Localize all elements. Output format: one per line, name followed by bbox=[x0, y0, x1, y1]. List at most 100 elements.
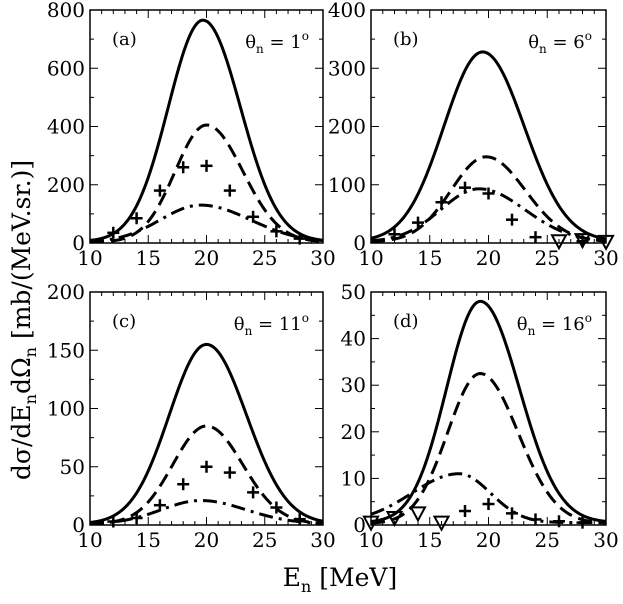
plus-marker bbox=[200, 159, 213, 172]
plus-marker bbox=[435, 196, 448, 209]
x-tick-label: 20 bbox=[194, 528, 219, 552]
plus-marker bbox=[459, 505, 471, 518]
series-solid bbox=[90, 342, 323, 524]
plus-marker bbox=[529, 513, 542, 526]
x-label-sub: n bbox=[301, 577, 311, 596]
panel-label: (b) bbox=[393, 29, 419, 50]
x-tick-label: 25 bbox=[252, 528, 277, 552]
y-tick-label: 200 bbox=[47, 173, 85, 197]
panel-c: 10 15 20 25 30 0 50 100 150 200 (c) θn = 11o bbox=[47, 280, 336, 552]
y-axis-label: dσ/dEndΩn [mb/(MeV.sr.)] bbox=[7, 160, 40, 480]
triangle-marker bbox=[597, 234, 615, 251]
x-label-main: E bbox=[283, 563, 301, 592]
triangle-marker bbox=[573, 233, 592, 250]
plus-marker bbox=[153, 184, 166, 197]
x-axis-label: En [MeV] bbox=[283, 563, 397, 596]
y-tick-label: 100 bbox=[47, 397, 85, 421]
angle-label: θn = 11o bbox=[234, 311, 309, 338]
plus-marker bbox=[247, 210, 260, 223]
series-dash-dot bbox=[371, 187, 606, 243]
plus-marker bbox=[247, 486, 260, 499]
panel-label: (c) bbox=[112, 311, 136, 332]
series-dash-dot bbox=[90, 203, 323, 243]
y-label-mid: dΩ bbox=[7, 357, 36, 394]
x-tick-label: 10 bbox=[358, 528, 383, 552]
plus-marker bbox=[177, 161, 190, 174]
y-tick-label: 10 bbox=[341, 466, 366, 490]
x-tick-label: 15 bbox=[136, 246, 161, 270]
x-tick-label: 10 bbox=[77, 246, 102, 270]
y-tick-label: 150 bbox=[47, 338, 85, 362]
plus-marker bbox=[130, 212, 143, 225]
x-tick-label: 10 bbox=[77, 528, 102, 552]
y-tick-label: 0 bbox=[72, 513, 85, 537]
curves bbox=[90, 342, 323, 525]
triangle-marker bbox=[385, 511, 404, 528]
curves bbox=[90, 18, 323, 243]
angle-label: θn = 1o bbox=[245, 29, 309, 56]
x-tick-label: 20 bbox=[194, 246, 219, 270]
plus-marker bbox=[223, 466, 236, 479]
y-tick-label: 0 bbox=[353, 513, 366, 537]
y-label-sub1: n bbox=[21, 394, 40, 404]
series-dashed bbox=[90, 123, 323, 243]
x-tick-label: 30 bbox=[310, 528, 335, 552]
plus-marker bbox=[553, 515, 565, 528]
y-label-main: dσ/dE bbox=[7, 404, 36, 480]
panel-label: (a) bbox=[112, 29, 137, 50]
y-tick-label: 600 bbox=[47, 56, 85, 80]
triangle-marker bbox=[432, 515, 451, 532]
x-tick-label: 25 bbox=[252, 246, 277, 270]
triangle-marker bbox=[409, 506, 427, 523]
plus-marker bbox=[153, 499, 166, 512]
series-dashed bbox=[90, 424, 323, 525]
plus-marker bbox=[223, 184, 236, 197]
y-tick-label: 100 bbox=[328, 173, 366, 197]
x-label-unit: [MeV] bbox=[311, 563, 397, 592]
plus-marker bbox=[107, 226, 120, 239]
curves bbox=[371, 299, 606, 525]
curves bbox=[371, 50, 606, 243]
x-tick-label: 20 bbox=[476, 528, 501, 552]
x-tick-label: 20 bbox=[476, 246, 501, 270]
series-dashed bbox=[371, 372, 606, 525]
y-tick-label: 300 bbox=[328, 56, 366, 80]
plus-marker bbox=[482, 187, 495, 200]
x-tick-label: 25 bbox=[535, 246, 560, 270]
plus-marker bbox=[107, 515, 120, 528]
y-tick-label: 50 bbox=[341, 280, 366, 304]
angle-label: θn = 6o bbox=[528, 29, 592, 56]
x-tick-label: 15 bbox=[136, 528, 161, 552]
plus-marker bbox=[412, 216, 424, 229]
series-solid bbox=[371, 50, 606, 241]
triangle-marker bbox=[362, 515, 380, 532]
y-tick-label: 800 bbox=[47, 0, 85, 22]
y-label-unit: [mb/(MeV.sr.)] bbox=[7, 160, 36, 347]
y-tick-label: 200 bbox=[47, 280, 85, 304]
plus-marker bbox=[293, 232, 306, 245]
plus-marker bbox=[200, 460, 213, 473]
x-tick-label: 15 bbox=[417, 246, 442, 270]
y-label-sub2: n bbox=[21, 347, 40, 357]
angle-label: θn = 16o bbox=[517, 311, 592, 338]
plus-marker bbox=[270, 225, 283, 238]
plus-marker bbox=[482, 498, 495, 511]
y-tick-label: 30 bbox=[341, 373, 366, 397]
x-tick-label: 30 bbox=[310, 246, 335, 270]
y-tick-label: 0 bbox=[72, 231, 85, 255]
y-tick-label: 200 bbox=[328, 115, 366, 139]
series-dashed bbox=[371, 155, 606, 243]
panel-a: 10 15 20 25 30 0 200 400 600 800 (a) θn = 1o bbox=[47, 0, 336, 270]
y-tick-label: 40 bbox=[341, 327, 366, 351]
plus-marker bbox=[293, 513, 306, 526]
plus-marker bbox=[576, 516, 589, 529]
y-tick-label: 50 bbox=[60, 455, 85, 479]
panel-label: (d) bbox=[393, 311, 419, 332]
plus-marker bbox=[529, 231, 542, 244]
plus-marker bbox=[177, 478, 190, 491]
plus-marker bbox=[506, 507, 518, 520]
y-tick-label: 20 bbox=[341, 420, 366, 444]
